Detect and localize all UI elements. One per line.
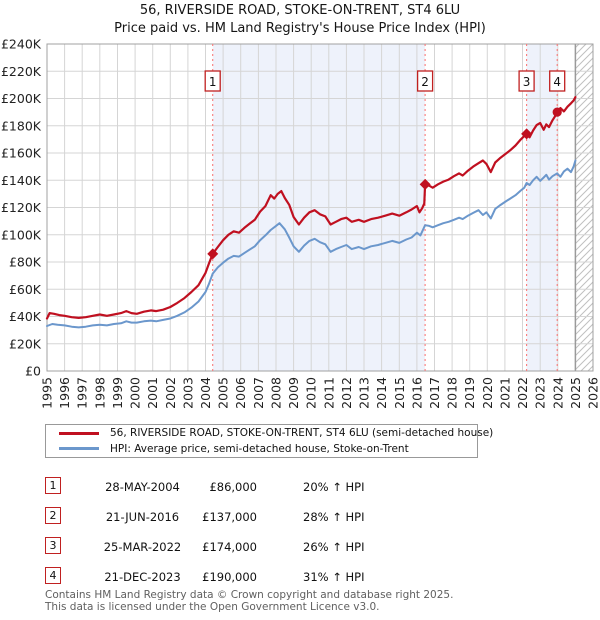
sale-number-badge: 1	[45, 477, 61, 494]
x-axis-label: 2009	[286, 377, 301, 409]
sale-date: 21-JUN-2016	[105, 510, 180, 524]
x-axis-label: 2003	[180, 377, 195, 409]
property-price-line	[45, 95, 577, 320]
license-line-2: This data is licensed under the Open Gov…	[45, 600, 380, 613]
table-row: 3 25-MAR-2022 £174,000 26% ↑ HPI	[45, 532, 565, 562]
sale-badge-number: 4	[553, 75, 561, 89]
x-axis-label: 1995	[40, 377, 55, 409]
x-axis-label: 2018	[445, 377, 460, 409]
page-title: 56, RIVERSIDE ROAD, STOKE-ON-TRENT, ST4 …	[139, 3, 461, 18]
y-axis-label: £60K	[9, 282, 42, 297]
sale-hpi-delta: 31% ↑ HPI	[303, 570, 365, 584]
x-axis-label: 2004	[198, 377, 213, 409]
sales-table: 1 28-MAY-2004 £86,000 20% ↑ HPI 2 21-JUN…	[45, 472, 565, 592]
x-axis-label: 2013	[357, 377, 372, 409]
sale-hpi-delta: 20% ↑ HPI	[303, 480, 365, 494]
price-history-chart: £0 £20K £40K £60K £80K £100K £120K £140K £160K £1…	[1, 37, 600, 409]
table-row: 1 28-MAY-2004 £86,000 20% ↑ HPI	[45, 472, 565, 502]
x-axis-label: 1998	[92, 377, 107, 409]
y-axis-label: £180K	[1, 118, 42, 133]
x-axis-label: 2024	[550, 377, 565, 409]
x-axis-label: 2021	[497, 377, 512, 409]
sale-number-badge: 4	[45, 567, 61, 584]
license-line-1: Contains HM Land Registry data © Crown c…	[45, 589, 454, 601]
x-axis-label: 2019	[462, 377, 477, 409]
sale-badge-4	[549, 70, 566, 92]
x-axis-label: 2008	[269, 377, 284, 409]
sale-hpi-delta: 28% ↑ HPI	[303, 510, 365, 524]
sale-marker-1	[207, 248, 219, 260]
hpi-line-swatch	[59, 447, 99, 451]
y-axis-label: £220K	[1, 64, 42, 79]
y-axis-label: £120K	[1, 200, 42, 215]
legend: 56, RIVERSIDE ROAD, STOKE-ON-TRENT, ST4 …	[45, 424, 493, 458]
x-axis-label: 2002	[163, 377, 178, 409]
sale-number-badge: 2	[45, 507, 61, 524]
x-axis-label: 1999	[110, 377, 125, 409]
license-footer: Contains HM Land Registry data © Crown c…	[45, 589, 454, 613]
y-axis-label: £0	[25, 364, 41, 379]
plot-border	[46, 43, 594, 372]
table-row: 2 21-JUN-2016 £137,000 28% ↑ HPI	[45, 502, 565, 532]
x-axis-label: 2012	[339, 377, 354, 409]
x-axis-label: 2026	[586, 377, 600, 409]
y-axis-label: £40K	[9, 309, 42, 324]
x-axis-label: 2025	[568, 377, 583, 409]
y-axis-label: £100K	[1, 227, 42, 242]
legend-item-property: 56, RIVERSIDE ROAD, STOKE-ON-TRENT, ST4 …	[46, 427, 493, 440]
sale-hpi-delta: 26% ↑ HPI	[303, 540, 365, 554]
table-row: 4 21-DEC-2023 £190,000 31% ↑ HPI	[45, 562, 565, 592]
sale-badge-number: 2	[421, 75, 429, 89]
sale-badge-number: 1	[209, 75, 217, 89]
x-axis-label: 2015	[392, 377, 407, 409]
page-subtitle: Price paid vs. HM Land Registry's House …	[114, 21, 486, 36]
y-axis-label: £240K	[1, 37, 42, 52]
legend-label-property: 56, RIVERSIDE ROAD, STOKE-ON-TRENT, ST4 …	[110, 427, 494, 440]
x-axis-label: 2005	[216, 377, 231, 409]
x-axis-label: 2023	[533, 377, 548, 409]
legend-item-hpi: HPI: Average price, semi-detached house,…	[46, 443, 477, 456]
y-axis-label: £20K	[9, 336, 42, 351]
sale-badge-2	[416, 70, 434, 92]
sale-marker-3	[521, 128, 533, 140]
x-axis-label: 2011	[321, 377, 336, 409]
y-axis-label: £80K	[9, 255, 42, 270]
x-axis-label: 2001	[145, 377, 160, 409]
sale-badge-3	[518, 70, 535, 92]
x-axis-label: 2017	[427, 377, 442, 409]
property-line-swatch	[59, 431, 99, 435]
sale-marker-2	[419, 178, 431, 190]
sale-badge-number: 3	[523, 75, 531, 89]
sale-price: £190,000	[202, 570, 257, 584]
x-axis-label: 2010	[304, 377, 319, 409]
x-axis-label: 2020	[480, 377, 495, 409]
x-axis-label: 2007	[251, 377, 266, 409]
sale-marker-4	[552, 107, 562, 117]
x-axis-label: 1996	[57, 377, 72, 409]
sale-badge-1	[204, 70, 221, 92]
y-axis-label: £160K	[1, 146, 42, 161]
x-axis-label: 2014	[374, 377, 389, 409]
sale-date: 28-MAY-2004	[105, 480, 180, 494]
sale-number-badge: 3	[45, 537, 61, 554]
y-axis-label: £140K	[1, 173, 42, 188]
legend-label-hpi: HPI: Average price, semi-detached house,…	[110, 442, 409, 455]
sale-date: 21-DEC-2023	[104, 570, 181, 584]
sale-date: 25-MAR-2022	[103, 540, 182, 554]
sale-price: £137,000	[202, 510, 257, 524]
x-axis-label: 2016	[409, 377, 424, 409]
x-axis-label: 2000	[128, 377, 143, 409]
sale-price: £86,000	[209, 480, 257, 494]
y-axis-label: £200K	[1, 91, 42, 106]
x-axis-label: 2022	[515, 377, 530, 409]
x-axis-label: 1997	[75, 377, 90, 409]
x-axis-label: 2006	[233, 377, 248, 409]
sale-price: £174,000	[202, 540, 257, 554]
hpi-line	[46, 159, 577, 329]
